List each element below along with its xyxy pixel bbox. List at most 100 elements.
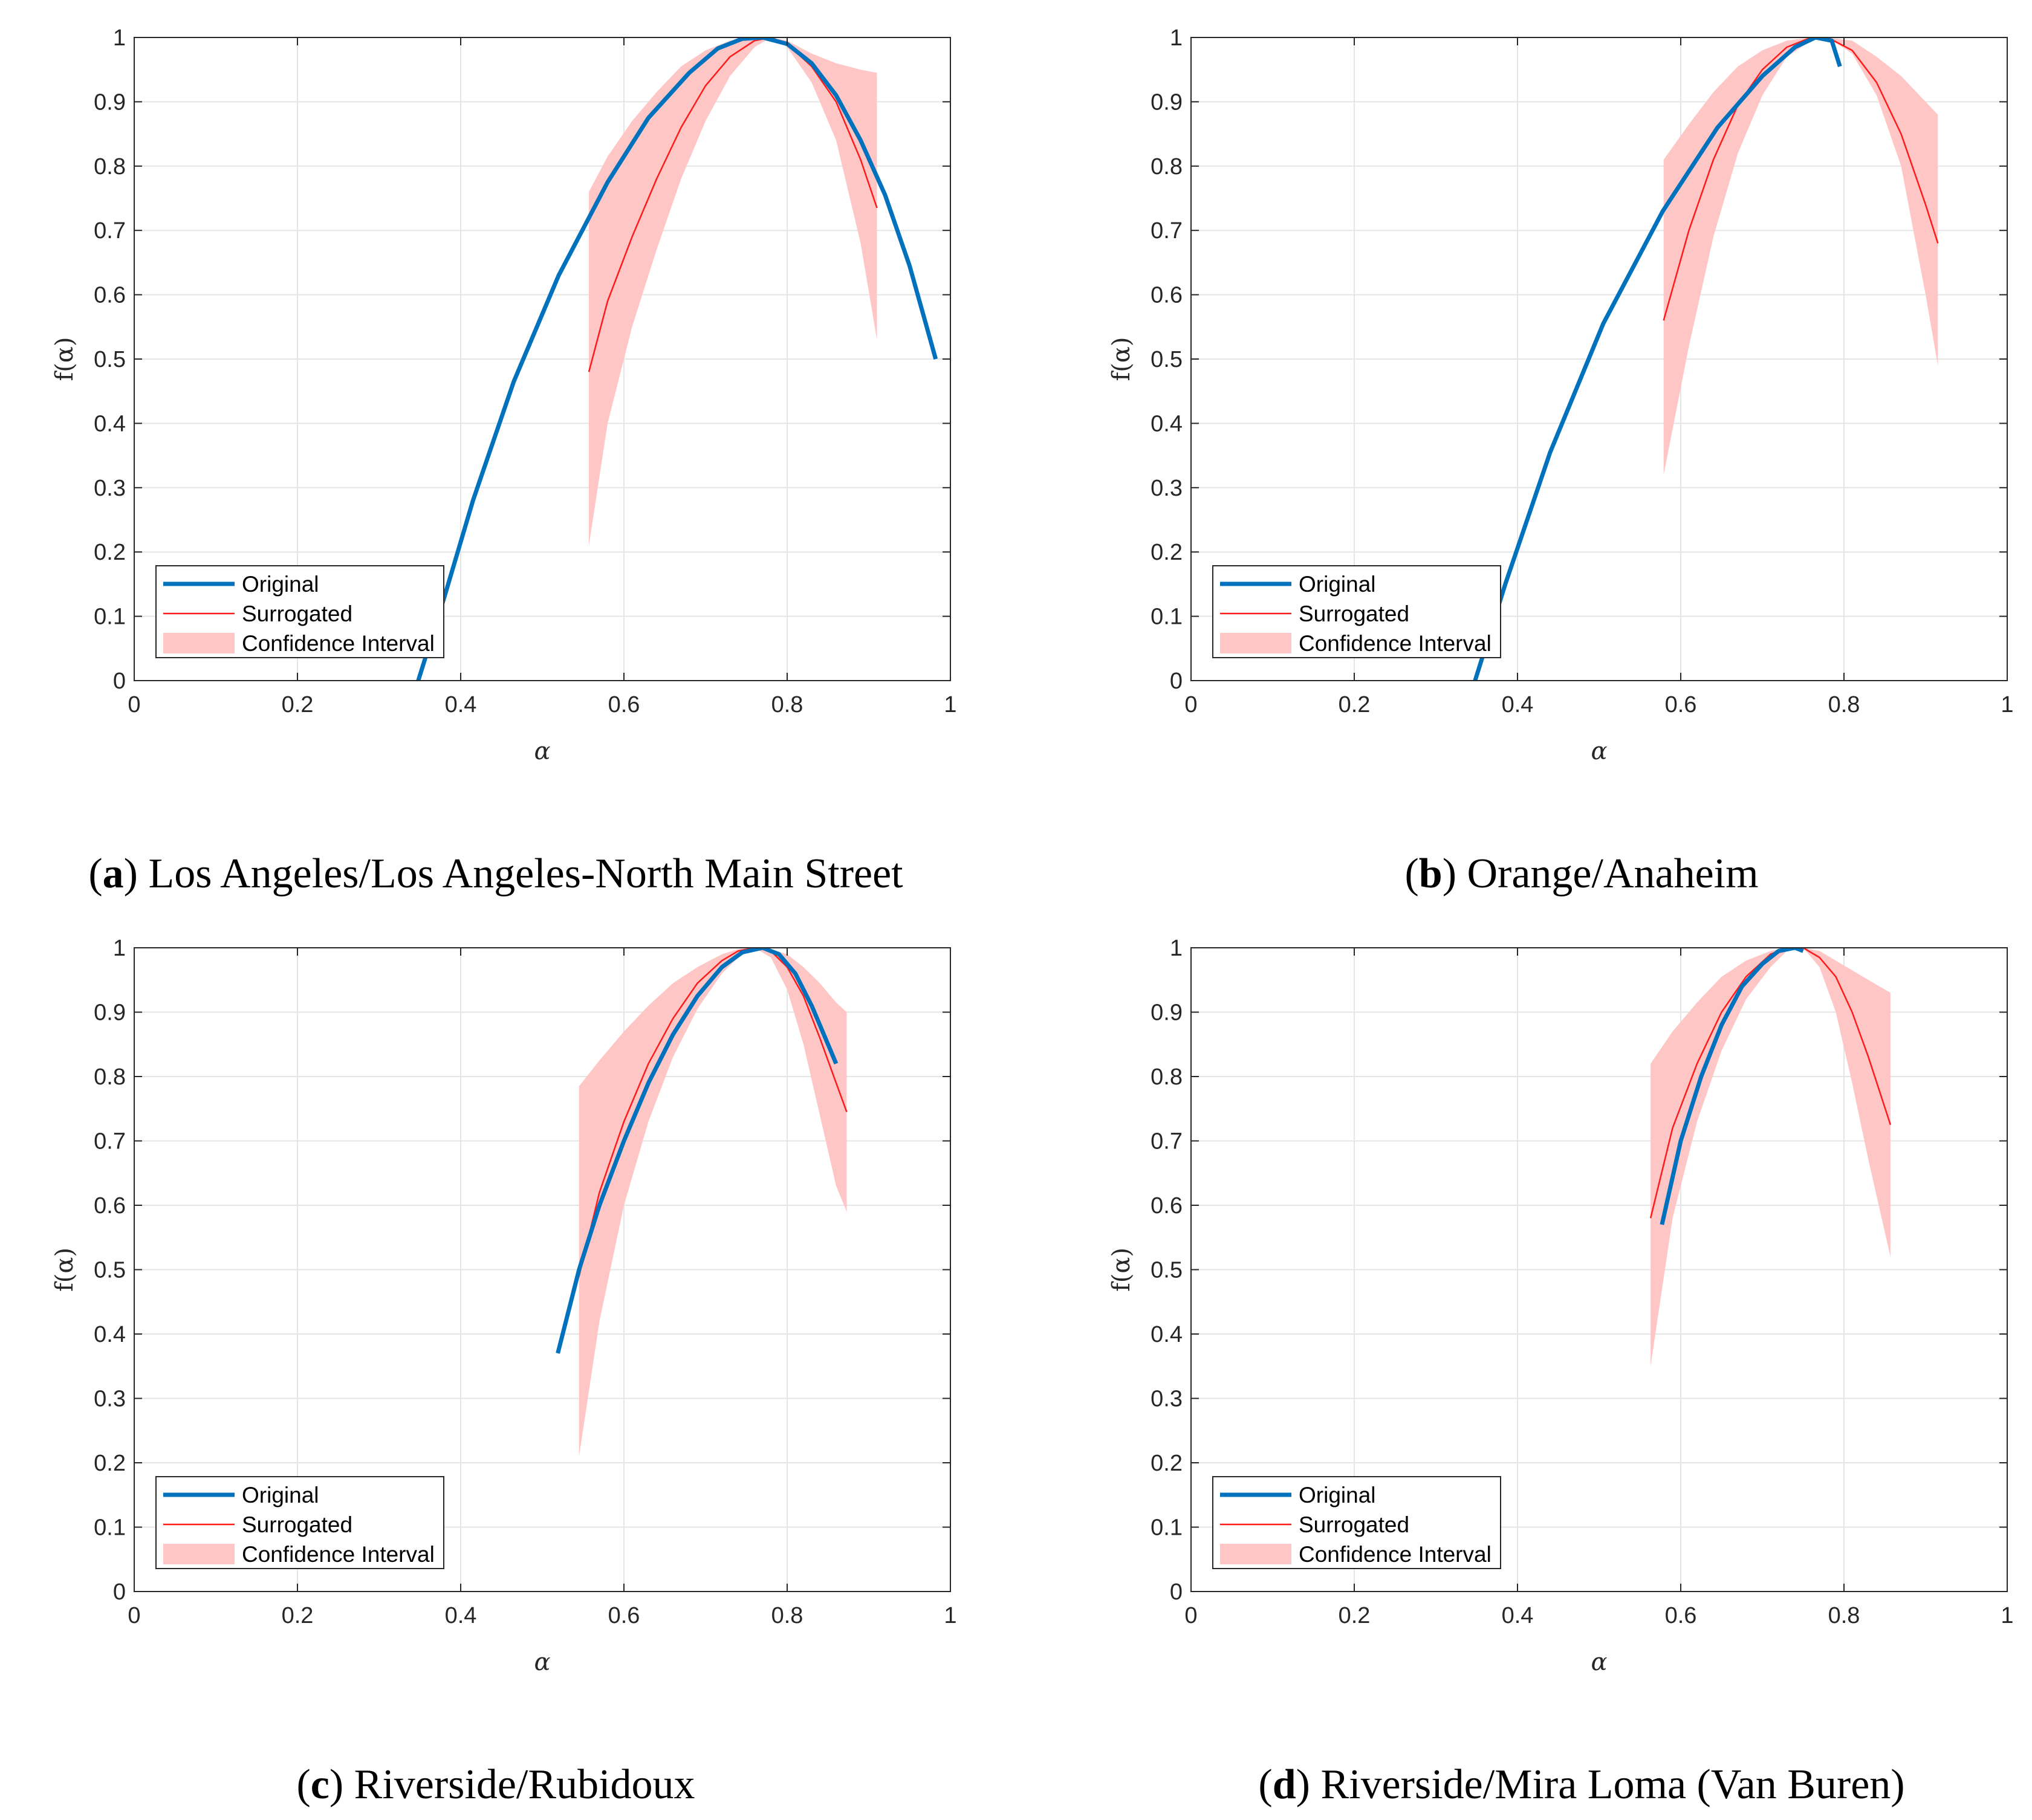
legend-swatch-confidence-interval [1220, 1544, 1291, 1564]
legend-label: Original [242, 572, 319, 597]
series-surrogated-line [1663, 37, 1939, 321]
y-tick-label: 0.5 [1151, 1258, 1183, 1283]
y-tick-label: 0.9 [1151, 89, 1183, 115]
series-surrogated-line [578, 948, 848, 1277]
x-tick-label: 0.6 [1665, 1603, 1697, 1628]
y-tick-label: 0.9 [94, 89, 126, 115]
x-tick-label: 1 [944, 692, 956, 717]
caption-letter: a [103, 850, 124, 897]
chart-panel-d: 0 0.2 0.4 0.6 0.8 1 0 0.1 0.2 0.3 0.4 0.5 0.6 0.7 0.8 0… [1108, 936, 2014, 1808]
y-tick-label: 0.4 [94, 411, 126, 436]
chart-panel-a: 0 0.2 0.4 0.6 0.8 1 0 0.1 0.2 0.3 0.4 0.5 0.6 0.7 0.8 0… [51, 25, 957, 897]
series-surrogated-line [588, 37, 878, 372]
x-tick-label: 0.2 [1339, 1603, 1371, 1628]
x-tick-label: 1 [944, 1603, 956, 1628]
y-tick-label: 0.4 [1151, 411, 1183, 436]
x-tick-label: 0.8 [771, 692, 803, 717]
y-tick-label: 0.7 [1151, 1129, 1183, 1155]
y-tick-label: 0.6 [1151, 283, 1183, 308]
y-tick-label: 0.2 [94, 1451, 126, 1476]
y-tick-label: 0.3 [94, 476, 126, 501]
y-tick-label: 1 [1170, 936, 1183, 961]
y-tick-label: 0.8 [1151, 154, 1183, 180]
y-tick-label: 0.6 [94, 1193, 126, 1219]
legend: Original Surrogated Confidence Interval [155, 565, 444, 658]
caption-letter: c [311, 1761, 329, 1808]
y-tick-label: 0.1 [94, 604, 126, 630]
legend-label: Confidence Interval [1299, 631, 1492, 656]
legend-label: Surrogated [1299, 601, 1409, 626]
legend-swatch-confidence-interval [163, 633, 235, 653]
y-tick-label: 0.1 [1151, 1515, 1183, 1541]
y-tick-label: 0.5 [94, 1258, 126, 1283]
caption-paren-close: ) [329, 1761, 354, 1808]
y-tick-label: 0.8 [1151, 1064, 1183, 1090]
x-tick-label: 0.8 [1828, 1603, 1860, 1628]
panel-caption: (d) Riverside/Mira Loma (Van Buren) [1258, 1761, 1904, 1808]
y-tick-label: 0.2 [1151, 1451, 1183, 1476]
y-tick-label: 0.8 [94, 1064, 126, 1090]
y-tick-label: 0.9 [1151, 1000, 1183, 1026]
legend-label: Confidence Interval [242, 1542, 435, 1567]
x-tick-label: 0.4 [445, 1603, 477, 1628]
y-tick-label: 1 [1170, 25, 1183, 51]
caption-text: Riverside/Rubidoux [354, 1761, 695, 1808]
y-tick-label: 0 [113, 669, 126, 694]
panel-caption: (b) Orange/Anaheim [1404, 850, 1758, 897]
y-tick-label: 0.9 [94, 1000, 126, 1026]
legend-label: Surrogated [242, 1512, 352, 1537]
y-tick-label: 0.1 [94, 1515, 126, 1541]
y-tick-label: 0.5 [94, 347, 126, 372]
caption-paren-open: ( [1404, 850, 1418, 897]
y-tick-label: 0.3 [1151, 1387, 1183, 1412]
y-tick-label: 0.1 [1151, 604, 1183, 630]
x-tick-label: 0.6 [1665, 692, 1697, 717]
y-tick-label: 1 [113, 936, 126, 961]
legend-label: Original [1299, 572, 1376, 597]
confidence-interval-band [589, 37, 877, 546]
series-original-line [416, 37, 938, 681]
y-tick-label: 0.5 [1151, 347, 1183, 372]
caption-paren-close: ) [124, 850, 149, 897]
y-tick-label: 0.8 [94, 154, 126, 180]
panel-caption: (a) Los Angeles/Los Angeles-North Main S… [88, 850, 903, 897]
caption-paren-close: ) [1443, 850, 1467, 897]
caption-text: Orange/Anaheim [1467, 850, 1759, 897]
chart-panel-c: 0 0.2 0.4 0.6 0.8 1 0 0.1 0.2 0.3 0.4 0.5 0.6 0.7 0.8 0… [51, 936, 957, 1808]
x-tick-label: 0.6 [608, 692, 640, 717]
x-tick-label: 1 [2001, 1603, 2013, 1628]
caption-paren-open: ( [88, 850, 102, 897]
confidence-interval-band [1663, 37, 1938, 475]
legend-label: Confidence Interval [242, 631, 435, 656]
x-tick-label: 0 [128, 1603, 140, 1628]
y-axis-label: f(α) [1108, 1248, 1135, 1292]
x-tick-label: 0 [1184, 1603, 1197, 1628]
x-tick-label: 0.4 [1502, 692, 1534, 717]
series-original-line [1473, 37, 1842, 681]
y-tick-label: 0.4 [1151, 1322, 1183, 1347]
legend: Original Surrogated Confidence Interval [1212, 565, 1501, 658]
caption-paren-open: ( [1258, 1761, 1272, 1808]
x-axis-label: α [534, 1648, 550, 1676]
y-tick-label: 0.7 [1151, 218, 1183, 244]
x-tick-label: 0.8 [771, 1603, 803, 1628]
legend-label: Surrogated [242, 601, 352, 626]
x-tick-label: 0.4 [1502, 1603, 1534, 1628]
caption-text: Riverside/Mira Loma (Van Buren) [1320, 1761, 1904, 1808]
y-tick-label: 0.7 [94, 218, 126, 244]
y-tick-label: 0.6 [1151, 1193, 1183, 1219]
x-axis-label: α [1591, 737, 1607, 765]
y-tick-label: 0.2 [1151, 540, 1183, 565]
y-tick-label: 0.6 [94, 283, 126, 308]
x-axis-label: α [1591, 1648, 1607, 1676]
y-tick-label: 0 [1170, 669, 1183, 694]
caption-paren-close: ) [1296, 1761, 1321, 1808]
x-tick-label: 0.2 [282, 1603, 314, 1628]
x-tick-label: 0 [128, 692, 140, 717]
x-axis-label: α [534, 737, 550, 765]
series-surrogated-line [1649, 948, 1892, 1219]
caption-letter: b [1419, 850, 1443, 897]
y-tick-label: 0 [1170, 1579, 1183, 1605]
series-original-line [1660, 948, 1804, 1225]
chart-panel-b: 0 0.2 0.4 0.6 0.8 1 0 0.1 0.2 0.3 0.4 0.5 0.6 0.7 0.8 0… [1108, 25, 2014, 897]
